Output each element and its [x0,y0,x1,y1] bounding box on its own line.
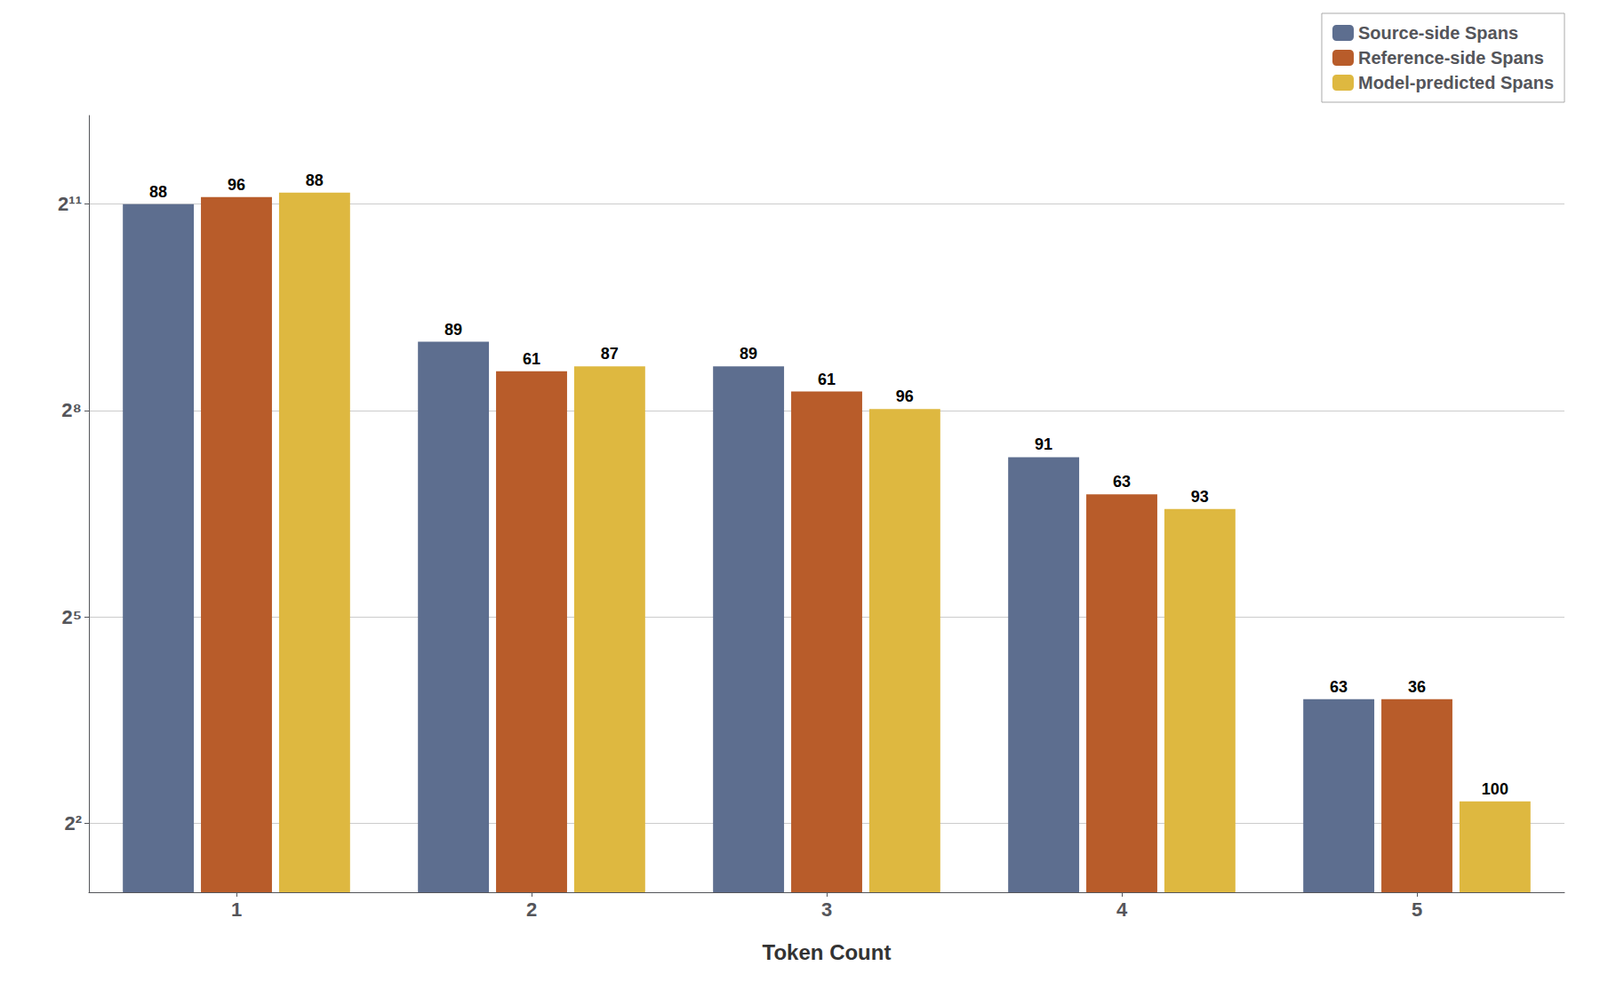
svg-text:96: 96 [227,176,246,194]
svg-text:2²: 2² [64,812,82,835]
svg-text:2¹¹: 2¹¹ [57,192,82,216]
svg-text:89: 89 [444,320,463,339]
svg-text:91: 91 [1034,435,1053,454]
svg-text:96: 96 [896,387,914,406]
svg-text:100: 100 [1481,780,1509,799]
svg-text:2: 2 [526,898,537,921]
svg-text:2⁵: 2⁵ [61,606,82,629]
svg-text:63: 63 [1112,472,1131,491]
svg-text:61: 61 [817,370,836,389]
svg-text:93: 93 [1191,488,1209,506]
svg-text:89: 89 [739,344,758,363]
svg-text:1: 1 [231,898,242,921]
svg-text:Source-side Spans: Source-side Spans [1358,23,1519,43]
svg-text:61: 61 [522,350,541,368]
svg-text:Reference-side Spans: Reference-side Spans [1358,48,1544,68]
svg-text:36: 36 [1408,678,1426,696]
svg-text:63: 63 [1329,678,1348,696]
svg-text:Model-predicted Spans: Model-predicted Spans [1358,72,1554,93]
svg-text:88: 88 [149,183,168,201]
svg-text:Token Count: Token Count [762,940,892,965]
svg-text:4: 4 [1116,898,1128,921]
svg-text:5: 5 [1411,898,1423,921]
svg-text:87: 87 [600,344,619,363]
svg-text:2⁸: 2⁸ [61,399,82,422]
svg-text:3: 3 [821,898,832,921]
svg-text:88: 88 [305,171,324,190]
